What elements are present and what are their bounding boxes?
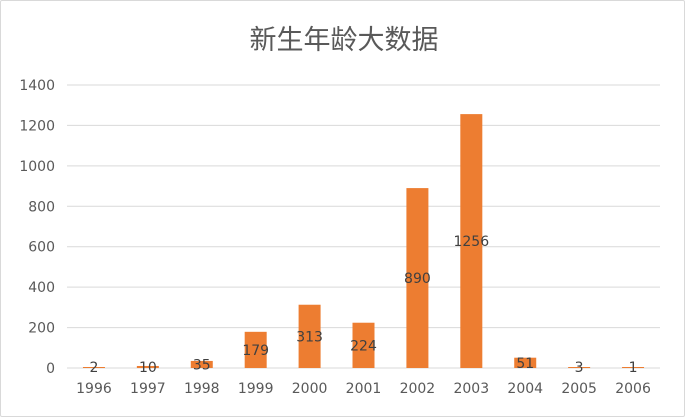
data-label: 313 <box>296 329 323 345</box>
x-tick-label: 2003 <box>453 381 489 397</box>
bar <box>622 367 645 368</box>
data-label: 1 <box>629 360 638 376</box>
y-tick-label: 400 <box>28 280 55 296</box>
data-label: 51 <box>516 356 534 372</box>
bar <box>82 367 105 368</box>
bar <box>298 304 321 368</box>
data-label: 3 <box>575 360 584 376</box>
x-axis: 1996 1997 1998 1999 2000 2001 2002 2003 2004 2005… <box>76 381 651 397</box>
data-label: 1256 <box>453 234 489 250</box>
chart-title: 新生年龄大数据 <box>250 25 439 56</box>
x-tick-label: 2005 <box>561 381 597 397</box>
x-tick-label: 1996 <box>76 381 112 397</box>
y-tick-label: 600 <box>28 240 55 256</box>
data-label: 179 <box>242 343 269 359</box>
bar <box>460 114 483 368</box>
x-tick-label: 2006 <box>615 381 651 397</box>
x-tick-label: 2000 <box>292 381 328 397</box>
bar <box>244 331 267 368</box>
gridlines <box>67 84 660 369</box>
data-label: 890 <box>404 271 431 287</box>
y-tick-label: 1400 <box>19 78 55 94</box>
bar <box>406 188 429 368</box>
y-tick-label: 1000 <box>19 159 55 175</box>
bar <box>136 365 159 368</box>
bar-series <box>82 114 645 368</box>
data-label: 35 <box>193 357 211 373</box>
bar <box>190 360 213 368</box>
bar <box>352 322 375 368</box>
x-tick-label: 2004 <box>507 381 543 397</box>
y-tick-label: 1200 <box>19 118 55 134</box>
y-tick-label: 0 <box>46 361 55 377</box>
x-tick-label: 1997 <box>130 381 166 397</box>
data-label: 224 <box>350 338 377 354</box>
x-tick-label: 1999 <box>238 381 274 397</box>
bar <box>568 367 591 368</box>
bar <box>514 357 537 368</box>
y-tick-label: 800 <box>28 199 55 215</box>
x-tick-label: 1998 <box>184 381 220 397</box>
x-tick-label: 2002 <box>400 381 436 397</box>
data-label: 2 <box>89 360 98 376</box>
y-axis: 0 200 400 600 800 1000 1200 1400 <box>19 78 55 377</box>
data-labels: 2 10 35 179 313 224 890 1256 51 3 1 <box>89 234 637 376</box>
data-label: 10 <box>139 360 157 376</box>
y-tick-label: 200 <box>28 321 55 337</box>
x-tick-label: 2001 <box>346 381 382 397</box>
